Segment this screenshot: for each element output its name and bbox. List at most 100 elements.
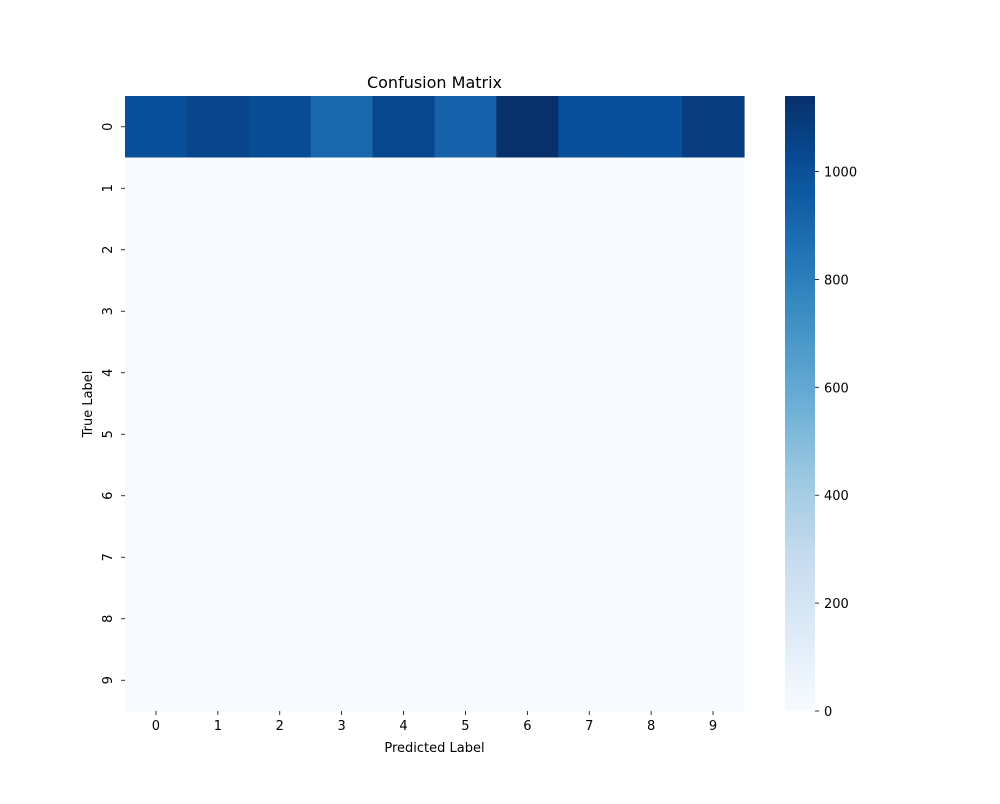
heatmap-cell xyxy=(496,157,559,220)
heatmap-cell xyxy=(248,280,312,343)
heatmap-cell xyxy=(125,96,188,159)
colorbar: 0 200 400 600 800 1000 xyxy=(785,96,857,720)
heatmap-cell xyxy=(496,280,559,343)
heatmap-cell xyxy=(248,96,312,159)
heatmap-cell xyxy=(372,588,436,651)
heatmap-cell xyxy=(620,96,683,159)
heatmap-cell xyxy=(558,403,621,466)
colorbar-gradient xyxy=(785,96,815,711)
colorbar-tick-label: 600 xyxy=(824,381,849,396)
heatmap-cell xyxy=(372,96,436,159)
heatmap-cell xyxy=(248,465,312,528)
colorbar-tick-label: 1000 xyxy=(824,166,857,181)
heatmap-cell xyxy=(186,465,250,528)
y-tick-label: 4 xyxy=(101,369,116,377)
x-tick-label: 9 xyxy=(709,719,717,734)
heatmap-cell xyxy=(125,157,188,220)
heatmap-cell xyxy=(310,465,374,528)
y-tick-label: 2 xyxy=(101,246,116,254)
heatmap-cell xyxy=(682,403,745,466)
y-tick-label: 1 xyxy=(101,184,116,192)
heatmap-cell xyxy=(682,588,745,651)
x-tick-label: 7 xyxy=(585,719,593,734)
colorbar-tick-label: 800 xyxy=(824,273,849,288)
heatmap-cell xyxy=(682,342,745,405)
heatmap-cell xyxy=(620,219,683,282)
heatmap-cell xyxy=(125,649,188,712)
y-tick-label: 6 xyxy=(101,492,116,500)
heatmap-cell xyxy=(682,96,745,159)
heatmap-cell xyxy=(682,526,745,589)
heatmap-cell xyxy=(558,157,621,220)
heatmap-cell xyxy=(434,649,497,712)
heatmap-cell xyxy=(186,280,250,343)
heatmap-cell xyxy=(248,157,312,220)
x-tick-label: 4 xyxy=(399,719,407,734)
y-axis-label: True Label xyxy=(81,371,96,439)
heatmap-cell xyxy=(558,342,621,405)
heatmap-cell xyxy=(434,280,497,343)
heatmap-cell xyxy=(310,96,374,159)
heatmap-cell xyxy=(434,219,497,282)
heatmap-cell xyxy=(434,157,497,220)
x-tick-label: 6 xyxy=(523,719,531,734)
heatmap-cell xyxy=(434,588,497,651)
heatmap-cell xyxy=(248,403,312,466)
heatmap-cell xyxy=(125,280,188,343)
y-tick-label: 9 xyxy=(101,676,116,684)
x-tick-label: 1 xyxy=(214,719,222,734)
heatmap-cell xyxy=(248,649,312,712)
heatmap-cell xyxy=(310,403,374,466)
x-tick-label: 5 xyxy=(461,719,469,734)
heatmap-cell xyxy=(310,280,374,343)
heatmap-cell xyxy=(186,649,250,712)
heatmap-cell xyxy=(372,219,436,282)
heatmap-cell xyxy=(125,342,188,405)
colorbar-tick-label: 400 xyxy=(824,489,849,504)
x-tick-label: 8 xyxy=(647,719,655,734)
heatmap-cell xyxy=(496,649,559,712)
x-axis-ticks: 0 1 2 3 4 5 6 7 8 9 xyxy=(152,711,717,734)
x-tick-label: 3 xyxy=(338,719,346,734)
heatmap-cell xyxy=(620,526,683,589)
heatmap-cell xyxy=(434,342,497,405)
heatmap-cell xyxy=(372,526,436,589)
heatmap-cell xyxy=(558,96,621,159)
heatmap-cell xyxy=(248,588,312,651)
heatmap-cell xyxy=(186,342,250,405)
heatmap-cell xyxy=(372,465,436,528)
heatmap-cell xyxy=(434,403,497,466)
heatmap-cell xyxy=(558,526,621,589)
y-tick-label: 7 xyxy=(101,553,116,561)
heatmap-cell xyxy=(620,280,683,343)
heatmap-cell xyxy=(125,526,188,589)
heatmap-cell xyxy=(620,342,683,405)
y-tick-label: 8 xyxy=(101,615,116,623)
heatmap-cell xyxy=(310,219,374,282)
heatmap-cell xyxy=(372,342,436,405)
heatmap-cell xyxy=(496,219,559,282)
heatmap-cell xyxy=(434,96,497,159)
x-tick-label: 2 xyxy=(276,719,284,734)
heatmap-cell xyxy=(496,588,559,651)
heatmap-cell xyxy=(620,465,683,528)
heatmap-cell xyxy=(186,588,250,651)
y-tick-label: 3 xyxy=(101,307,116,315)
heatmap-cell xyxy=(682,649,745,712)
heatmap-cell xyxy=(558,588,621,651)
x-tick-label: 0 xyxy=(152,719,160,734)
heatmap-cell xyxy=(682,219,745,282)
heatmap-cell xyxy=(125,403,188,466)
chart-title: Confusion Matrix xyxy=(367,73,502,92)
heatmap-cell xyxy=(496,526,559,589)
heatmap-cell xyxy=(186,157,250,220)
x-axis-label: Predicted Label xyxy=(384,741,484,756)
heatmap-cell xyxy=(186,403,250,466)
heatmap-cell xyxy=(496,403,559,466)
heatmap-cell xyxy=(372,280,436,343)
y-axis-ticks: 0 1 2 3 4 5 6 7 8 9 xyxy=(101,123,125,684)
heatmap-cell xyxy=(372,157,436,220)
colorbar-tick-label: 200 xyxy=(824,597,849,612)
heatmap-cell xyxy=(620,403,683,466)
heatmap-cell xyxy=(682,465,745,528)
